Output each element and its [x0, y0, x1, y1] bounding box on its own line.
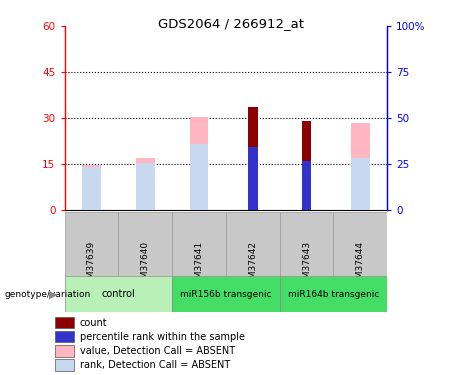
- Bar: [248, 107, 258, 210]
- Bar: [172, 212, 226, 276]
- Bar: [189, 117, 208, 210]
- Text: miR164b transgenic: miR164b transgenic: [288, 290, 379, 298]
- Bar: [248, 147, 258, 210]
- Text: rank, Detection Call = ABSENT: rank, Detection Call = ABSENT: [80, 360, 230, 370]
- Text: GSM37644: GSM37644: [356, 241, 365, 290]
- Bar: [280, 276, 387, 312]
- Text: GSM37642: GSM37642: [248, 241, 257, 290]
- Bar: [136, 162, 154, 210]
- Bar: [189, 144, 208, 210]
- Bar: [136, 158, 154, 210]
- Bar: [82, 167, 101, 210]
- Text: percentile rank within the sample: percentile rank within the sample: [80, 332, 245, 342]
- Text: control: control: [101, 289, 135, 299]
- Bar: [280, 212, 333, 276]
- Text: GSM37643: GSM37643: [302, 241, 311, 290]
- Text: ▶: ▶: [49, 289, 57, 299]
- Bar: [351, 158, 370, 210]
- Bar: [55, 345, 74, 357]
- Text: GSM37640: GSM37640: [141, 241, 150, 290]
- Text: GSM37641: GSM37641: [195, 241, 203, 290]
- Bar: [65, 276, 172, 312]
- Text: GSM37639: GSM37639: [87, 241, 96, 290]
- Bar: [65, 212, 118, 276]
- Bar: [301, 121, 311, 210]
- Bar: [55, 317, 74, 328]
- Text: GDS2064 / 266912_at: GDS2064 / 266912_at: [158, 17, 303, 30]
- Bar: [226, 212, 280, 276]
- Bar: [333, 212, 387, 276]
- Bar: [351, 123, 370, 210]
- Bar: [118, 212, 172, 276]
- Text: value, Detection Call = ABSENT: value, Detection Call = ABSENT: [80, 346, 235, 356]
- Bar: [55, 331, 74, 342]
- Text: miR156b transgenic: miR156b transgenic: [180, 290, 272, 298]
- Bar: [172, 276, 280, 312]
- Text: genotype/variation: genotype/variation: [5, 290, 91, 298]
- Bar: [82, 165, 101, 210]
- Bar: [301, 161, 311, 210]
- Text: count: count: [80, 318, 107, 328]
- Bar: [55, 359, 74, 370]
